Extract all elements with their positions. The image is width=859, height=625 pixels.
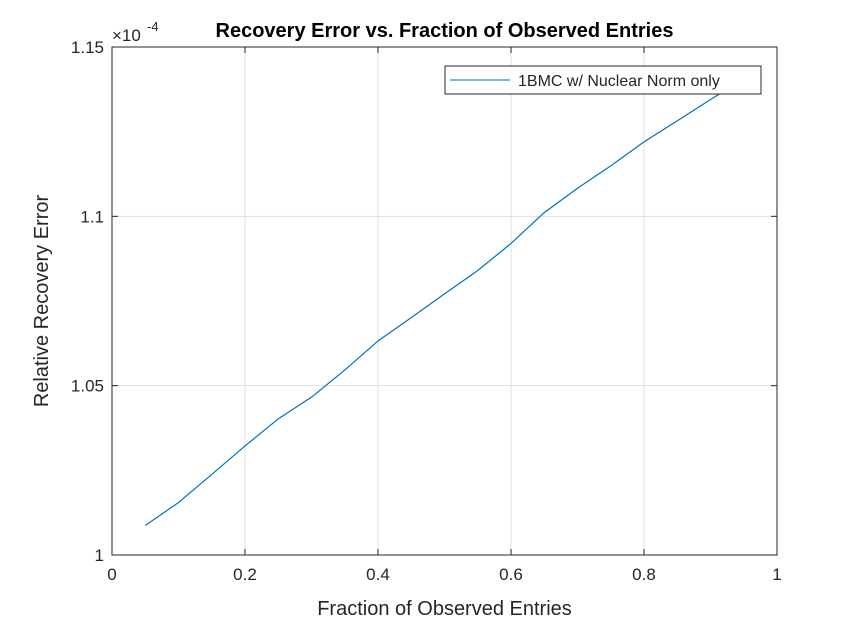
- chart-title: Recovery Error vs. Fraction of Observed …: [216, 20, 674, 42]
- y-tick-label: 1: [95, 546, 104, 565]
- x-axis-label: Fraction of Observed Entries: [317, 598, 572, 620]
- x-tick-label: 1: [772, 565, 781, 584]
- legend[interactable]: 1BMC w/ Nuclear Norm only: [444, 65, 762, 95]
- y-axis-label: Relative Recovery Error: [31, 195, 53, 408]
- x-tick-label: 0.4: [366, 565, 390, 584]
- y-tick-label: 1.1: [80, 207, 104, 226]
- tick-labels: 0 0.2 0.4 0.6 0.8 1 1 1.05 1.1 1.15: [71, 38, 782, 584]
- series-layer: [144, 78, 745, 527]
- legend-entry: 1BMC w/ Nuclear Norm only: [518, 73, 720, 90]
- axes-box: [111, 46, 778, 556]
- y-exponent-base: ×10: [112, 26, 141, 45]
- x-tick-label: 0: [107, 565, 116, 584]
- grid-lines: [112, 47, 777, 555]
- y-tick-label: 1.05: [71, 377, 104, 396]
- y-exponent-power: -4: [147, 19, 159, 34]
- y-axis-exponent: ×10 -4: [112, 19, 159, 45]
- x-tick-label: 0.2: [233, 565, 257, 584]
- x-tick-label: 0.8: [632, 565, 656, 584]
- ticks: [111, 46, 778, 556]
- x-tick-label: 0.6: [499, 565, 523, 584]
- y-tick-label: 1.15: [71, 38, 104, 57]
- plot-area: [112, 47, 777, 555]
- series-line: [144, 78, 745, 527]
